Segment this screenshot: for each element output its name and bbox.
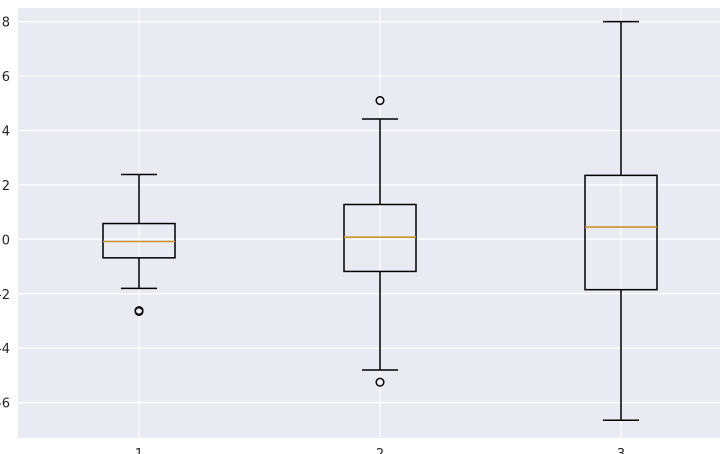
box-group-3 [584, 20, 658, 422]
y-tick-label: 6 [2, 70, 10, 85]
x-tick-label: 2 [376, 447, 384, 454]
y-tick-label: -6 [0, 397, 10, 412]
y-tick-label: 2 [2, 179, 10, 194]
iqr-box [343, 203, 417, 273]
x-axis-tick-labels: 1 2 3 [135, 447, 625, 454]
y-tick-label: 8 [2, 16, 10, 31]
x-tick-label: 3 [617, 447, 625, 454]
y-tick-label: -2 [0, 288, 10, 303]
y-tick-label: 0 [2, 233, 10, 248]
outlier-point [375, 95, 385, 106]
box-group-2 [343, 95, 417, 387]
iqr-box [584, 174, 658, 291]
iqr-box [102, 222, 176, 259]
box-series [102, 20, 658, 422]
x-tick-label: 1 [135, 447, 143, 454]
y-tick-label: -4 [0, 342, 10, 357]
outlier-point [134, 306, 144, 316]
y-axis-tick-labels: -6 -4 -2 0 2 4 6 8 [0, 16, 10, 412]
box-group-1 [102, 173, 176, 316]
y-tick-label: 4 [2, 124, 10, 139]
outlier-point [375, 377, 385, 387]
